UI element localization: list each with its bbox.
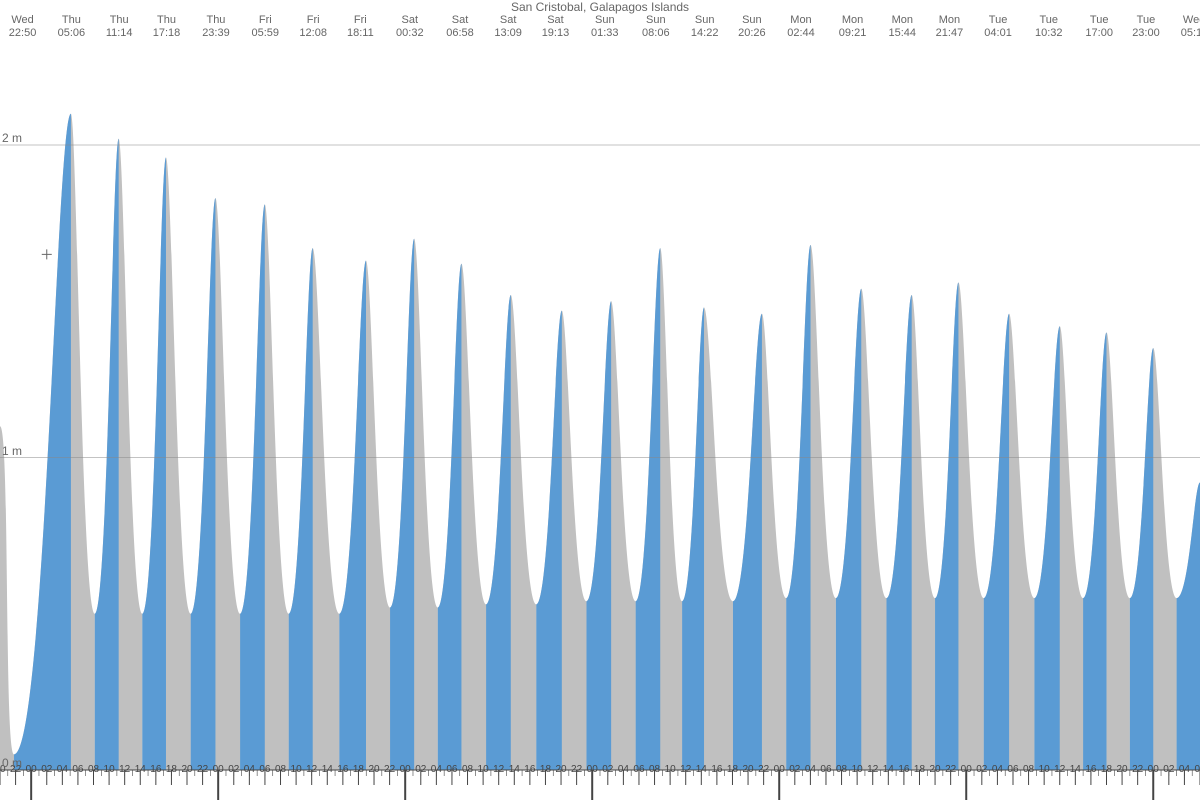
tide-chart xyxy=(0,0,1200,800)
tide-peak-blue xyxy=(733,314,762,770)
extreme-time-label: Wed05:11 xyxy=(1167,14,1200,40)
extreme-time-label: Thu23:39 xyxy=(188,14,243,40)
y-tick-label: 2 m xyxy=(2,131,22,145)
extreme-time-label: Tue04:01 xyxy=(971,14,1026,40)
tide-peak-blue xyxy=(142,158,166,771)
extreme-time-label: Sun20:26 xyxy=(724,14,779,40)
extreme-time-label: Wed22:50 xyxy=(0,14,50,40)
tide-peak-blue xyxy=(1034,326,1059,770)
tide-peak-blue xyxy=(240,204,265,770)
tide-peak-blue xyxy=(1177,483,1200,771)
tide-peak-blue xyxy=(95,139,119,770)
extreme-time-label: Mon09:21 xyxy=(825,14,880,40)
extreme-time-label: Thu05:06 xyxy=(44,14,99,40)
tide-peak-blue xyxy=(682,308,704,771)
tide-peak-blue xyxy=(636,248,661,770)
tide-peak-blue xyxy=(836,289,861,770)
tide-peak-blue xyxy=(786,245,810,770)
tide-peak-blue xyxy=(1083,333,1106,771)
tide-peak-blue xyxy=(289,248,313,770)
chart-title: San Cristobal, Galapagos Islands xyxy=(0,0,1200,14)
tide-peak-blue xyxy=(536,311,562,770)
extreme-time-label: Sun01:33 xyxy=(577,14,632,40)
extreme-time-label: Tue23:00 xyxy=(1118,14,1173,40)
extreme-time-label: Mon21:47 xyxy=(922,14,977,40)
tide-peak-blue xyxy=(390,239,414,770)
tide-peak-blue xyxy=(586,301,611,770)
extreme-time-label: Fri05:59 xyxy=(238,14,293,40)
x-tick-label: 06 xyxy=(1190,764,1200,775)
tide-peak-blue xyxy=(438,264,462,770)
extreme-time-label: Sat19:13 xyxy=(528,14,583,40)
extreme-time-label: Sun08:06 xyxy=(628,14,683,40)
tide-peak-blue xyxy=(984,314,1009,770)
extreme-time-label: Mon02:44 xyxy=(773,14,828,40)
tide-peak-blue xyxy=(1130,348,1153,770)
extreme-time-label: Sat00:32 xyxy=(382,14,437,40)
tide-peak-blue xyxy=(935,283,958,771)
y-tick-label: 0 m xyxy=(2,756,22,770)
tide-peak-blue xyxy=(486,295,511,770)
extreme-time-label: Sat06:58 xyxy=(433,14,488,40)
y-tick-label: 1 m xyxy=(2,444,22,458)
tide-peak-blue xyxy=(14,114,71,770)
extreme-time-label: Thu17:18 xyxy=(139,14,194,40)
extreme-time-label: Tue10:32 xyxy=(1021,14,1076,40)
tide-peak-blue xyxy=(886,295,911,770)
extreme-time-label: Fri18:11 xyxy=(333,14,388,40)
tide-peak-blue xyxy=(339,261,366,770)
tide-peak-blue xyxy=(191,198,216,770)
